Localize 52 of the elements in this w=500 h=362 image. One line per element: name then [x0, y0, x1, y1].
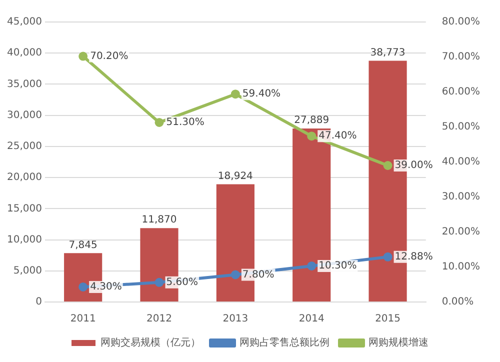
legend-label: 网购占零售总额比例 [240, 336, 330, 349]
y2-tick-label: 50.00% [442, 122, 480, 133]
data-label: 4.30% [90, 282, 122, 293]
point [383, 161, 392, 170]
y-tick-label: 30,000 [6, 110, 42, 121]
x-tick-label: 2012 [146, 314, 172, 325]
y-tick-label: 20,000 [6, 172, 42, 184]
data-label: 10.30% [318, 260, 357, 272]
data-label: 38,773 [370, 47, 406, 58]
x-tick-label: 2011 [70, 314, 96, 325]
y2-tick-label: 30.00% [442, 192, 480, 203]
legend-label: 网购规模增速 [368, 336, 428, 349]
y-tick-label: 15,000 [6, 203, 42, 214]
point [307, 261, 316, 270]
y-tick-label: 40,000 [6, 48, 42, 59]
data-label: 51.30% [166, 117, 204, 128]
data-label: 59.40% [242, 88, 281, 100]
point [154, 278, 164, 287]
y-tick-label: 10,000 [6, 234, 42, 246]
y2-tick-label: 80.00% [442, 16, 480, 28]
point [230, 270, 240, 280]
data-label: 47.40% [318, 130, 357, 142]
data-label: 11,870 [142, 214, 177, 226]
data-label: 12.88% [394, 252, 433, 263]
y2-tick-label: 20.00% [442, 226, 480, 238]
data-label: 70.20% [90, 50, 128, 62]
data-label: 39.00% [394, 160, 433, 172]
point [78, 282, 88, 292]
point [230, 90, 240, 99]
y-tick-label: 5,000 [13, 265, 42, 276]
point [383, 252, 392, 262]
y-tick-label: 45,000 [6, 16, 42, 28]
x-tick-label: 2013 [222, 314, 248, 325]
y-tick-label: 0 [36, 296, 42, 308]
y2-tick-label: 0.00% [442, 296, 474, 308]
x-tick-label: 2015 [375, 314, 401, 325]
data-label: 5.60% [166, 276, 198, 288]
legend-label: 网购交易规模（亿元） [100, 336, 200, 349]
data-label: 18,924 [218, 170, 253, 182]
data-label: 27,889 [294, 115, 330, 126]
point [78, 52, 88, 61]
point [307, 132, 316, 141]
y-tick-label: 35,000 [6, 78, 42, 90]
y2-tick-label: 70.00% [442, 52, 480, 63]
y2-tick-label: 40.00% [442, 156, 480, 168]
data-label: 7,845 [68, 240, 98, 251]
y-tick-label: 25,000 [6, 141, 42, 152]
y2-tick-label: 60.00% [442, 86, 480, 98]
y2-tick-label: 10.00% [442, 262, 480, 273]
data-label: 7.80% [242, 269, 274, 280]
x-tick-label: 2014 [298, 314, 324, 325]
point [154, 118, 164, 127]
